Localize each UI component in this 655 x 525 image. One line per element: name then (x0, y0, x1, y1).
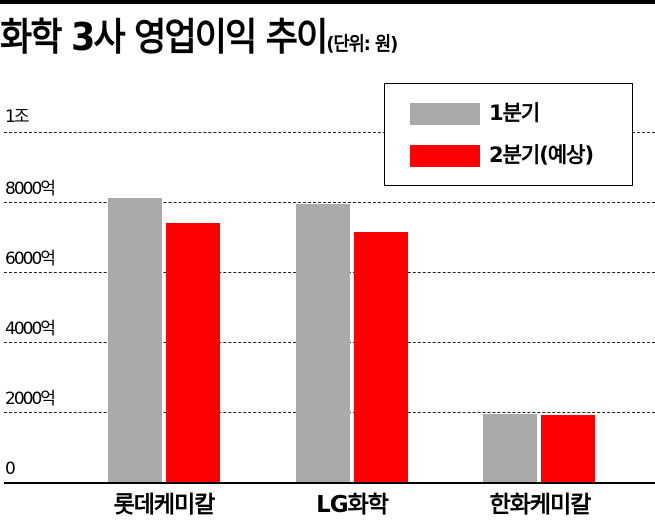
x-label-lotte: 롯데케미칼 (113, 492, 216, 518)
chart-title: 화학 3사 영업이익 추이(단위: 원) (0, 12, 398, 69)
x-axis-line (4, 482, 655, 484)
top-rule (0, 0, 655, 4)
y-tick-label: 4000억 (5, 319, 56, 339)
bar-q2 (541, 415, 595, 482)
bar-q2 (166, 223, 220, 482)
y-tick-label: 1조 (5, 107, 30, 127)
y-tick-label: 2000억 (5, 389, 56, 409)
bar-q1 (108, 198, 162, 482)
legend-swatch-q1 (410, 103, 480, 125)
y-tick-label: 6000억 (5, 249, 56, 269)
legend-swatch-q2 (410, 145, 480, 167)
title-text: 화학 3사 영업이익 추이 (0, 15, 328, 59)
y-tick-label: 0 (5, 459, 16, 479)
legend-label-q1: 1분기 (489, 101, 540, 125)
x-label-lg: LG화학 (316, 492, 389, 518)
gridline-1jo (4, 132, 655, 133)
legend: 1분기 2분기(예상) (384, 83, 633, 186)
unit-label: (단위: 원) (326, 33, 398, 55)
x-label-hanwha: 한화케미칼 (489, 492, 592, 518)
y-tick-label: 8000억 (5, 179, 56, 199)
legend-label-q2: 2분기(예상) (489, 143, 594, 167)
gridline-8000 (4, 202, 655, 203)
bar-q1 (296, 204, 350, 482)
bar-q1 (483, 414, 537, 482)
bar-q2 (354, 232, 408, 482)
